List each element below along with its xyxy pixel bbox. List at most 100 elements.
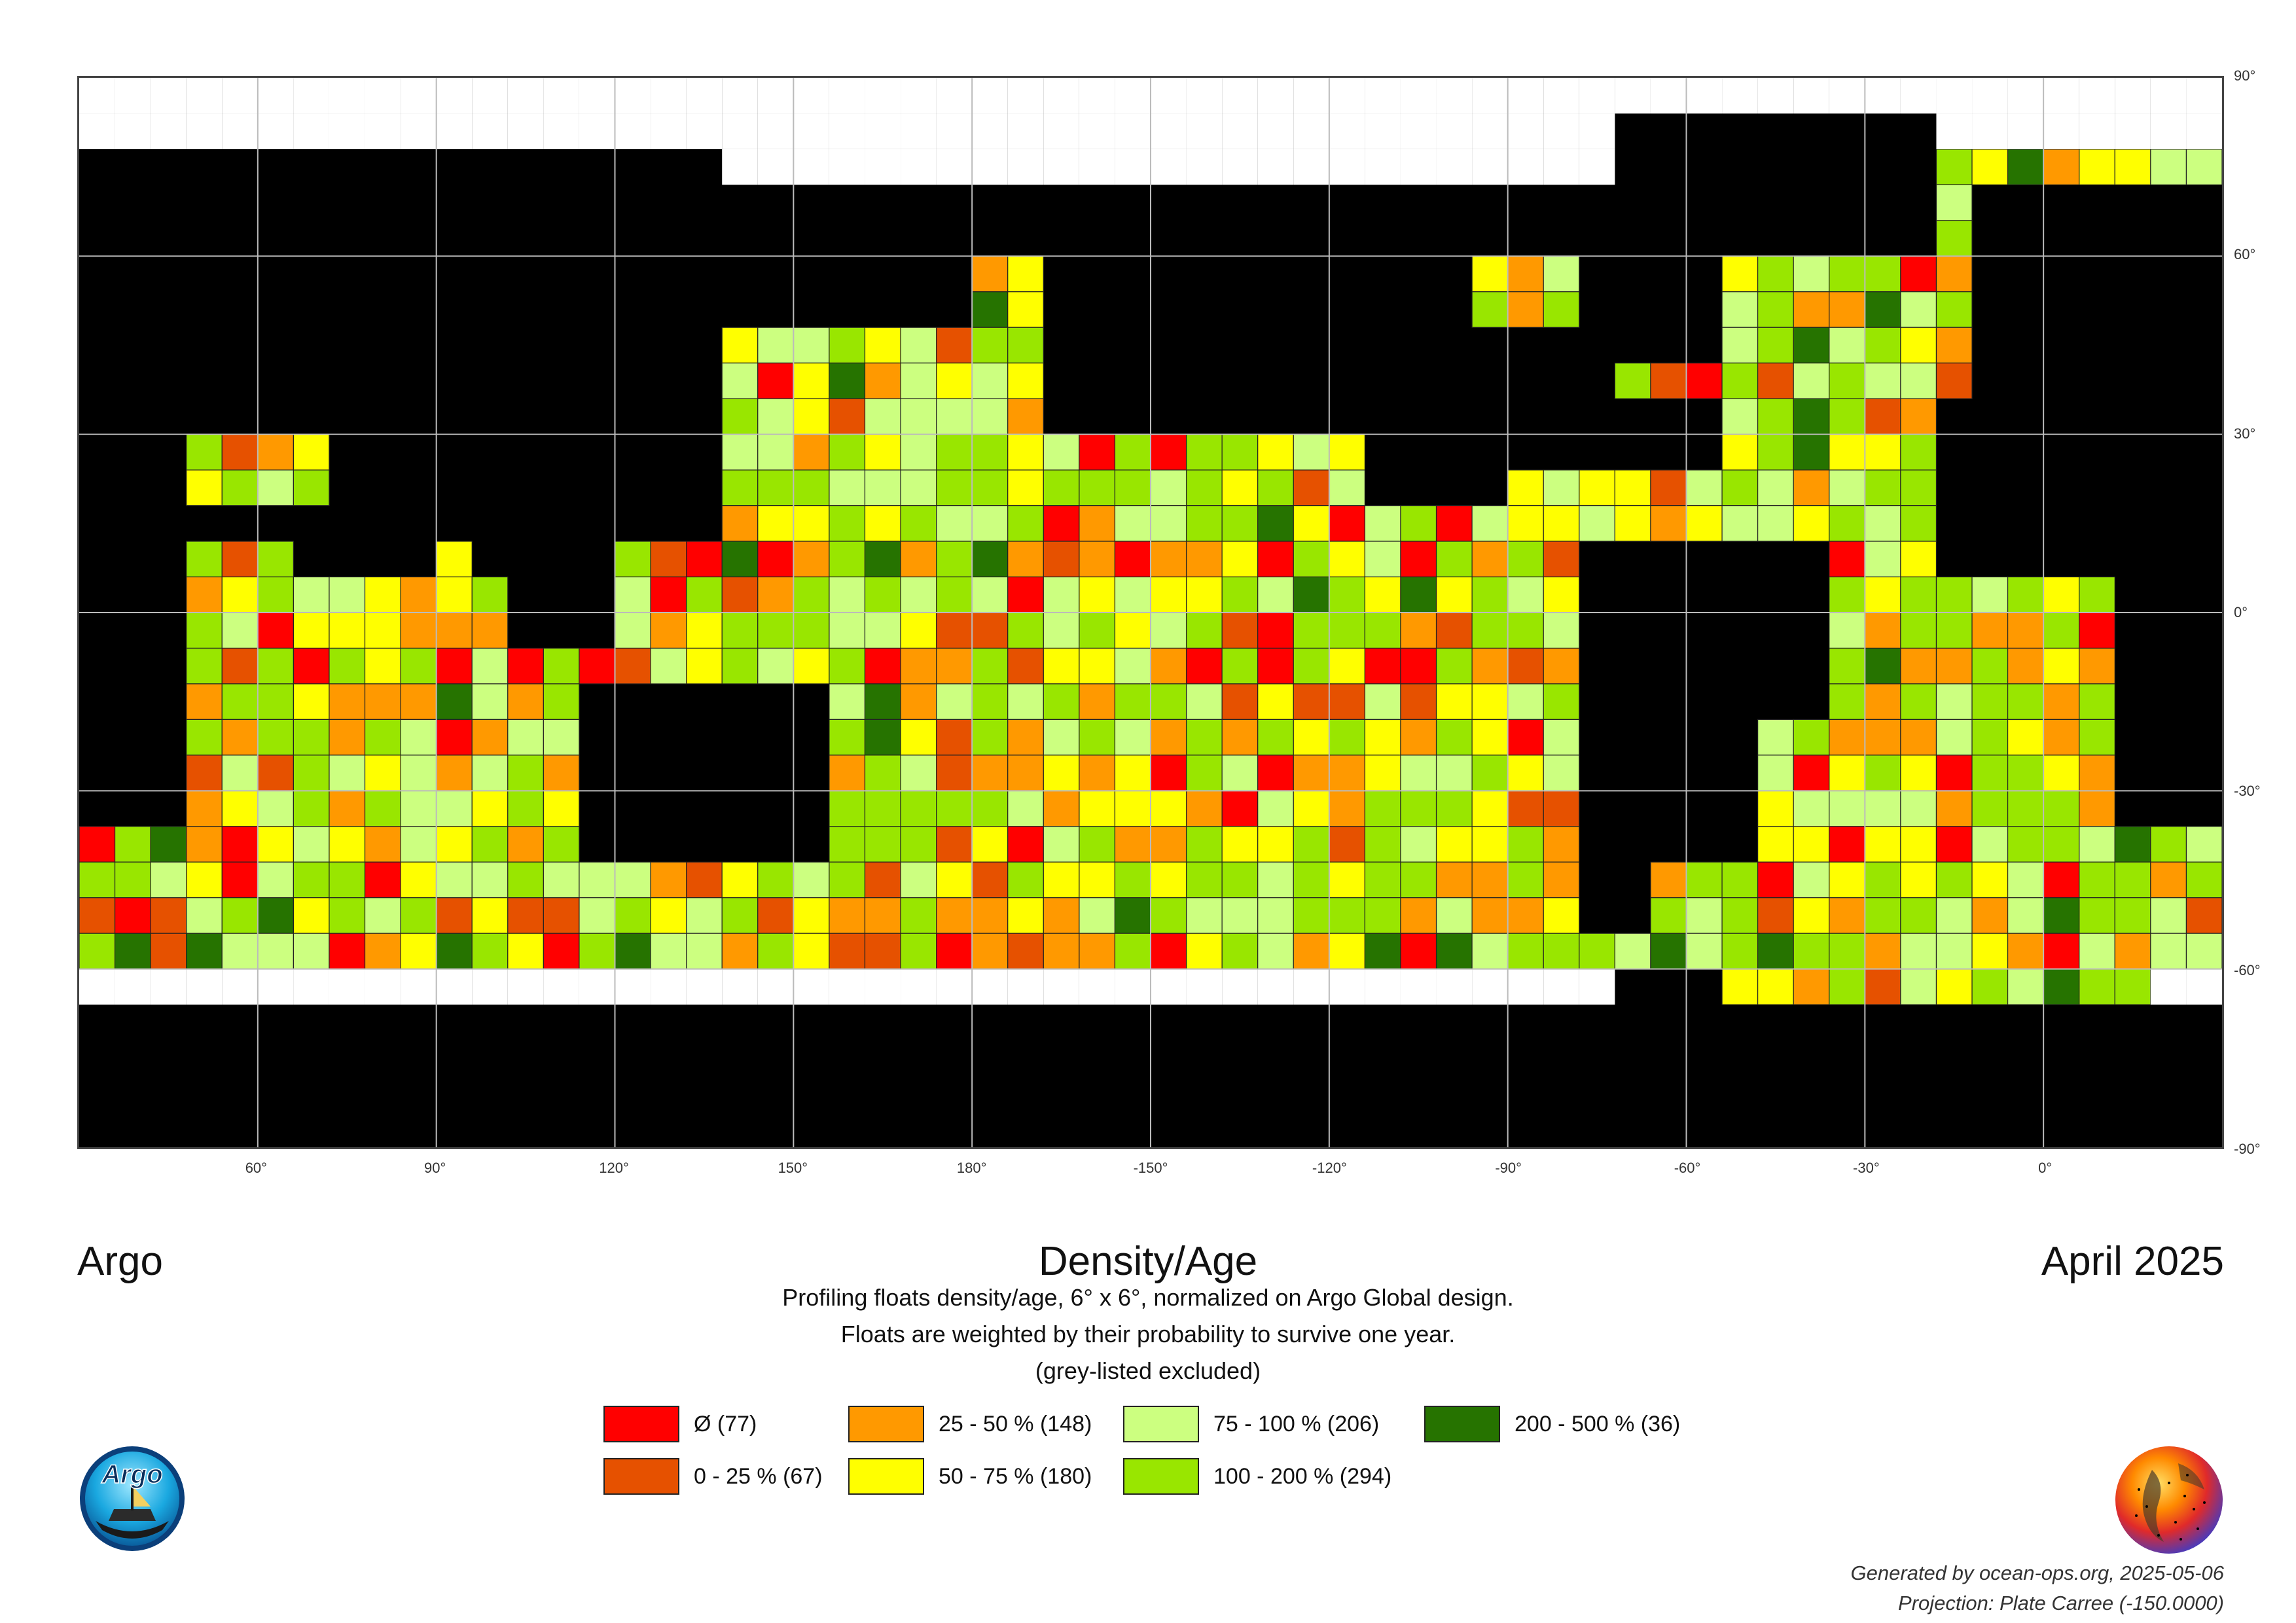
- density-cell: [221, 647, 259, 685]
- density-cell: [436, 719, 473, 756]
- density-cell: [686, 933, 723, 970]
- density-cell: [1364, 790, 1401, 827]
- ice-cell: [936, 969, 973, 1005]
- density-cell: [1829, 505, 1865, 542]
- ice-cell: [472, 78, 508, 114]
- density-cell: [757, 612, 794, 649]
- ice-cell: [1257, 149, 1294, 185]
- density-cell: [1793, 291, 1830, 328]
- legend-swatch: [1123, 1458, 1199, 1495]
- density-cell: [1829, 755, 1865, 791]
- ice-cell: [793, 149, 829, 185]
- density-cell: [221, 612, 259, 649]
- density-cell: [1150, 790, 1187, 827]
- density-cell: [971, 541, 1009, 578]
- density-cell: [971, 291, 1009, 328]
- density-cell: [2043, 755, 2080, 791]
- density-cell: [721, 647, 759, 685]
- ice-cell: [865, 969, 901, 1005]
- density-cell: [1971, 149, 2009, 185]
- density-cell: [293, 612, 330, 649]
- ice-cell: [615, 969, 651, 1005]
- density-cell: [757, 861, 794, 899]
- density-cell: [1971, 969, 2009, 1005]
- density-cell: [2150, 826, 2187, 863]
- density-cell: [1079, 612, 1116, 649]
- density-cell: [436, 576, 473, 613]
- density-cell: [1757, 255, 1794, 293]
- density-cell: [2185, 897, 2222, 934]
- density-cell: [1185, 933, 1223, 970]
- density-cell: [1935, 184, 1973, 221]
- density-cell: [471, 897, 509, 934]
- density-cell: [1900, 826, 1937, 863]
- density-cell: [1900, 790, 1937, 827]
- ice-cell: [1257, 78, 1294, 114]
- density-cell: [507, 647, 544, 685]
- density-cell: [1900, 505, 1937, 542]
- density-cell: [1471, 505, 1509, 542]
- ice-cell: [222, 113, 258, 149]
- density-cell: [471, 719, 509, 756]
- density-cell: [1435, 790, 1473, 827]
- density-cell: [900, 612, 937, 649]
- density-cell: [1864, 755, 1901, 791]
- density-cell: [1007, 612, 1044, 649]
- density-cell: [1721, 469, 1759, 507]
- ice-cell: [901, 969, 937, 1005]
- density-cell: [864, 505, 901, 542]
- density-cell: [1935, 790, 1973, 827]
- density-cell: [436, 897, 473, 934]
- ice-cell: [1936, 113, 1973, 149]
- density-cell: [257, 469, 294, 507]
- density-cell: [436, 612, 473, 649]
- density-cell: [1721, 505, 1759, 542]
- ice-cell: [1507, 113, 1544, 149]
- ice-cell: [79, 78, 115, 114]
- density-cell: [829, 790, 866, 827]
- density-cell: [2007, 149, 2044, 185]
- density-cell: [1900, 363, 1937, 399]
- legend-label: 0 - 25 % (67): [694, 1463, 823, 1489]
- density-cell: [1900, 755, 1937, 791]
- density-cell: [1435, 933, 1473, 970]
- density-cell: [1221, 861, 1259, 899]
- ice-cell: [222, 969, 258, 1005]
- density-cell: [1185, 576, 1223, 613]
- ice-cell: [543, 78, 579, 114]
- density-cell: [721, 327, 759, 364]
- density-cell: [1971, 933, 2009, 970]
- x-tick-label: 180°: [956, 1160, 987, 1176]
- density-cell: [757, 541, 794, 578]
- density-cell: [1150, 576, 1187, 613]
- ice-cell: [2007, 78, 2044, 114]
- density-cell: [1721, 969, 1759, 1005]
- density-cell: [2079, 755, 2115, 791]
- density-cell: [1221, 933, 1259, 970]
- ice-cell: [2186, 78, 2222, 114]
- density-cell: [1829, 363, 1865, 399]
- density-cell: [1329, 755, 1365, 791]
- density-cell: [757, 933, 794, 970]
- density-cell: [686, 647, 723, 685]
- ice-cell: [151, 969, 187, 1005]
- density-cell: [2079, 969, 2115, 1005]
- density-cell: [1329, 826, 1365, 863]
- density-cell: [864, 469, 901, 507]
- density-cell: [1257, 826, 1294, 863]
- density-cell: [471, 933, 509, 970]
- density-cell: [1079, 897, 1116, 934]
- density-cell: [1793, 469, 1830, 507]
- ice-cell: [757, 78, 794, 114]
- density-cell: [793, 647, 830, 685]
- density-cell: [1329, 897, 1365, 934]
- density-cell: [1221, 434, 1259, 471]
- ice-cell: [1257, 113, 1294, 149]
- density-cell: [1185, 826, 1223, 863]
- density-cell: [1793, 933, 1830, 970]
- density-cell: [864, 933, 901, 970]
- density-cell: [1114, 826, 1151, 863]
- density-cell: [293, 469, 330, 507]
- ice-cell: [1222, 113, 1258, 149]
- ice-cell: [829, 969, 865, 1005]
